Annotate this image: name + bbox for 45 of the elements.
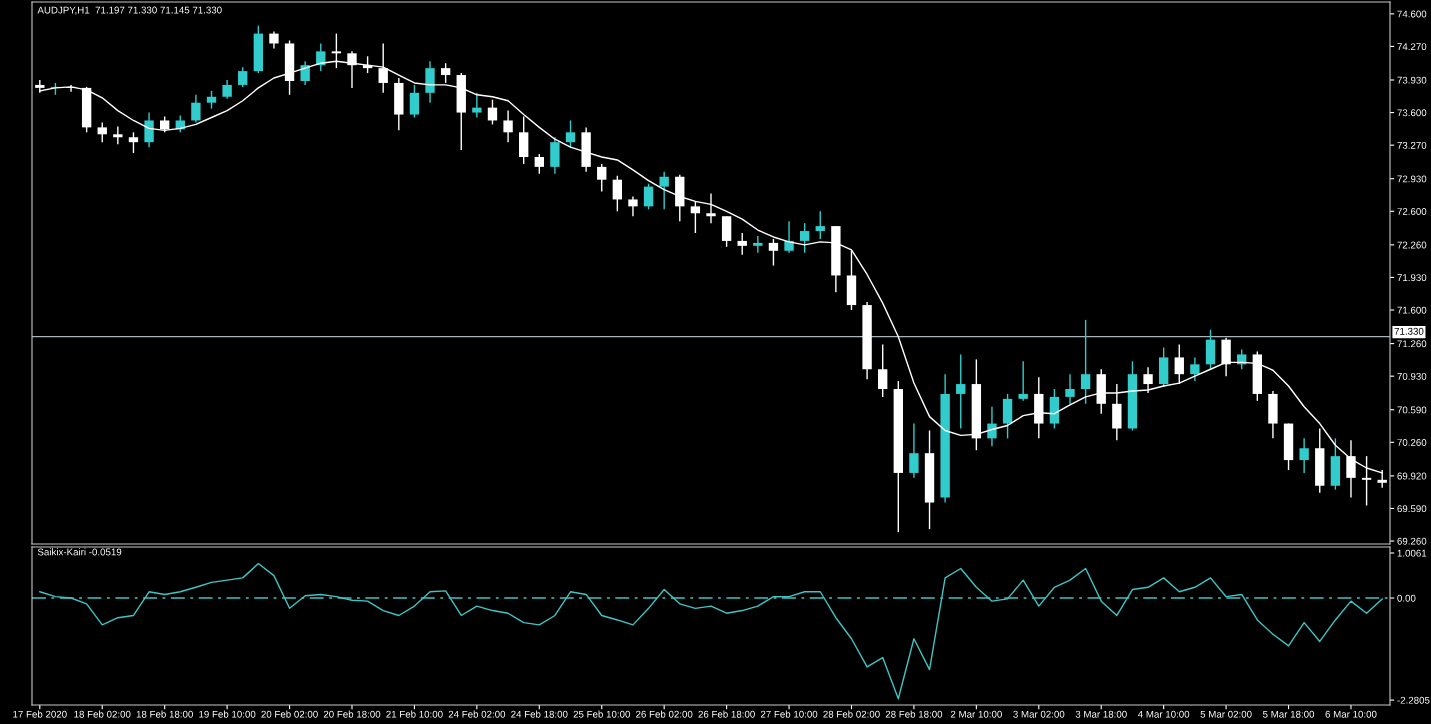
y-tick-label: 69.590 [1397,505,1427,513]
x-tick-label: 26 Feb 18:00 [698,710,755,718]
y-tick-label: 70.260 [1397,439,1427,446]
y-tick-label: 74.270 [1397,43,1427,51]
y-tick-label: 70.590 [1397,406,1427,414]
x-tick-label: 5 Mar 02:00 [1200,710,1252,718]
y-tick-label: 73.930 [1397,76,1427,84]
x-tick-label: 20 Feb 02:00 [261,710,318,718]
x-tick-label: 18 Feb 18:00 [136,710,193,718]
x-tick-label: 18 Feb 02:00 [74,710,131,718]
y-tick-label: 70.930 [1397,372,1427,380]
x-tick-label: 5 Mar 18:00 [1262,710,1315,718]
x-tick-label: 24 Feb 02:00 [448,710,506,718]
x-tick-label: 17 Feb 2020 [13,710,67,718]
y-tick-label: 72.260 [1397,241,1427,249]
y-tick-label: 73.600 [1397,109,1427,117]
x-tick-label: 25 Feb 10:00 [573,710,631,718]
y-tick-label: 71.930 [1397,274,1427,282]
y-tick-label: 69.260 [1397,537,1427,545]
chart-title: Saikix-Kairi -0.0519 [37,548,122,556]
y-tick-label: 69.920 [1397,472,1427,480]
x-tick-label: 4 Mar 10:00 [1137,710,1190,718]
x-tick-label: 6 Mar 10:00 [1325,710,1377,718]
x-tick-label: 2 Mar 10:00 [950,710,1002,718]
x-tick-label: 19 Feb 10:00 [199,710,256,718]
y-tick-label: -2.2805 [1397,696,1430,704]
x-tick-label: 21 Feb 10:00 [386,710,443,718]
y-tick-label: 74.600 [1397,10,1427,18]
chart-title: AUDJPY,H1 71.197 71.330 71.145 71.330 [37,6,222,15]
x-tick-label: 24 Feb 18:00 [511,710,568,718]
y-tick-label: 71.260 [1397,340,1427,348]
x-tick-label: 28 Feb 18:00 [885,710,943,718]
y-tick-label: 71.600 [1397,306,1427,314]
x-tick-label: 27 Feb 10:00 [760,710,818,718]
y-tick-label: 72.600 [1397,208,1427,215]
y-tick-label: 1.0061 [1397,549,1427,557]
x-tick-label: 3 Mar 18:00 [1075,710,1127,718]
x-tick-label: 3 Mar 02:00 [1013,710,1065,718]
ref-line-label: 71.330 [1394,327,1424,335]
x-tick-label: 26 Feb 02:00 [636,710,693,718]
y-tick-label: 72.930 [1397,175,1427,183]
y-tick-label: 73.270 [1397,141,1427,149]
x-tick-label: 28 Feb 02:00 [823,710,880,718]
x-tick-label: 20 Feb 18:00 [323,710,381,718]
y-tick-label: 0.00 [1397,594,1416,602]
